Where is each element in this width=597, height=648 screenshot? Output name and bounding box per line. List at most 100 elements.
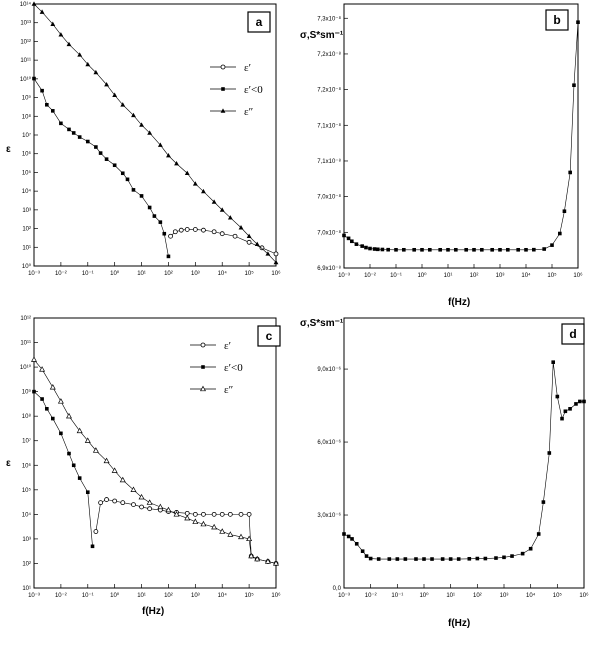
panel-c-series-2-point [111, 467, 118, 473]
panel-a-legend-marker [221, 87, 225, 91]
panel-c-x-tick-label: 10⁰ [110, 592, 120, 599]
panel-a-series-2-point [112, 92, 118, 97]
panel-a-series-1-point [77, 135, 82, 139]
panel-c-series-2-point [238, 533, 245, 540]
panel-c-x-label: f(Hz) [142, 606, 164, 617]
panel-c-legend-label: ε″ [224, 384, 233, 396]
panel-a-y-tick-label: 10¹¹ [20, 58, 31, 64]
panel-b-series-0-point [372, 247, 377, 251]
panel-a-series-2-point [147, 130, 153, 135]
panel-b-x-tick-label: 10⁻¹ [390, 273, 402, 279]
panel-c-x-tick-label: 10⁵ [245, 592, 255, 599]
panel-c-series-2-point [157, 503, 164, 510]
panel-a-series-0-point [172, 229, 178, 235]
panel-d-series-0-point [368, 556, 373, 561]
panel-c-series-2-point [211, 523, 218, 530]
panel-a-legend-marker [220, 64, 226, 70]
panel-d-series-0-point [422, 557, 426, 561]
panel-b-series-0-point [524, 247, 528, 252]
panel-d-x-tick-label: 10⁵ [553, 592, 563, 599]
panel-c-series-2-point [173, 511, 180, 517]
panel-a-series-2-point [211, 199, 217, 204]
panel-b-series-0-point [472, 247, 476, 252]
panel-d-label: d [569, 327, 576, 341]
panel-b-chart: 10⁻³ 10⁻² 10⁻¹ 10⁰ 10¹ 10² 10³ 10⁴ 10⁵ 10⁶ 6,9x10⁻… [317, 15, 583, 279]
panel-c-series-2-point [192, 518, 199, 524]
panel-a-series-2-point [104, 82, 109, 87]
panel-c-series-0-point [184, 510, 190, 516]
panel-a-series-2-point [58, 32, 64, 37]
panel-a-series-2-point [166, 153, 171, 158]
panel-a-x-tick-label: 10⁻³ [28, 271, 40, 277]
panel-b-label-box: b [545, 9, 569, 31]
panel-b-y-tick-label: 7,3x10⁻⁸ [317, 15, 341, 22]
panel-d-x-tick-label: 10⁻¹ [391, 593, 403, 599]
panel-d-series-0-point [467, 556, 472, 561]
panel-a-label-box: a [247, 11, 271, 33]
panel-a-series-0-point [184, 227, 190, 232]
panel-c-series-2-point [219, 528, 226, 534]
panel-a-series-0-point [192, 227, 198, 232]
panel-c-series-2-point [146, 499, 153, 505]
panel-d-y-tick-label: 6,0x10⁻⁶ [317, 439, 341, 446]
panel-c-series-2-point [39, 366, 46, 372]
panel-a-y-tick-label: 10² [22, 227, 31, 233]
panel-d-series-0-point [395, 557, 400, 561]
panel-b-y-label: σ,S*sm⁻¹ [300, 30, 344, 41]
panel-a-series-0-point [219, 231, 225, 237]
panel-b-series-0-point [576, 20, 580, 25]
panel-d-series-0-point [354, 542, 359, 546]
panel-c-x-tick-label: 10⁻¹ [82, 593, 94, 599]
panel-b-series-0-point [428, 247, 432, 252]
panel-c-series-2-point [246, 535, 253, 542]
panel-a-y-tick-label: 10³ [22, 208, 31, 214]
panel-c-legend-marker [200, 342, 206, 348]
panel-c-series-1-point [50, 416, 55, 421]
panel-c-series-2-point [57, 398, 64, 404]
panel-c-legend-label: ε′<0 [224, 362, 243, 374]
panel-d-series-0-point [376, 557, 381, 561]
panel-d-series-0-point [350, 537, 354, 541]
panel-b-x-label: f(Hz) [448, 297, 470, 308]
panel-c-y-label: ε [6, 458, 11, 469]
panel-a-series-0-point [211, 229, 217, 235]
panel-a-series-2-point [219, 207, 225, 212]
panel-d-series-0-line [343, 362, 584, 560]
panel-c-series-2-point [254, 555, 261, 562]
panel-b-series-0-point [380, 247, 385, 252]
panel-a-series-2-point [66, 41, 72, 47]
panel-b-series-0-point [550, 243, 554, 247]
panel-d-series-0-point [536, 532, 541, 536]
panel-a-series-2-point [265, 251, 271, 256]
panel-d-x-tick-label: 10³ [500, 593, 509, 599]
panel-a-series-2-point [120, 102, 126, 107]
panel-a-series-1-point [158, 220, 163, 224]
panel-d-series-0-point [563, 409, 568, 414]
panel-d-series-0-point [510, 554, 514, 558]
panel-d-x-tick-label: 10⁻² [365, 593, 377, 599]
panel-d-series-0-point [502, 555, 506, 560]
panel-d-series-0-point [560, 416, 564, 421]
panel-d-x-tick-label: 10⁶ [579, 592, 589, 599]
panel-b-series-0-point [342, 233, 346, 238]
panel-b-series-0-point [506, 247, 510, 252]
panel-c-y-tick-label: 10⁷ [22, 438, 31, 445]
panel-b-x-tick-label: 10⁴ [521, 272, 531, 279]
panel-c-series-2-point [184, 514, 191, 521]
panel-c-legend-label: ε′ [224, 340, 231, 352]
panel-a-y-tick-label: 10¹² [20, 39, 31, 45]
panel-a-series-1-point [40, 88, 44, 93]
panel-d-x-label: f(Hz) [448, 618, 470, 629]
panel-c-y-tick-label: 10⁸ [22, 413, 32, 420]
panel-a-series-1-point [59, 121, 63, 126]
panel-c-x-tick-label: 10⁶ [271, 592, 281, 599]
panel-b-y-tick-label: 7,2x10⁻⁸ [317, 51, 341, 58]
panel-a-y-tick-label: 10¹ [22, 245, 31, 251]
panel-c-x-tick-label: 10⁻² [55, 593, 67, 599]
panel-a-series-1-point [125, 177, 130, 182]
panel-d-series-0-point [568, 407, 572, 411]
panel-c-series-0-point [147, 506, 153, 512]
panel-b-x-tick-label: 10⁻² [364, 273, 376, 279]
panel-c-x-tick-label: 10⁻³ [28, 593, 40, 599]
panel-c-series-2-point [264, 558, 271, 564]
